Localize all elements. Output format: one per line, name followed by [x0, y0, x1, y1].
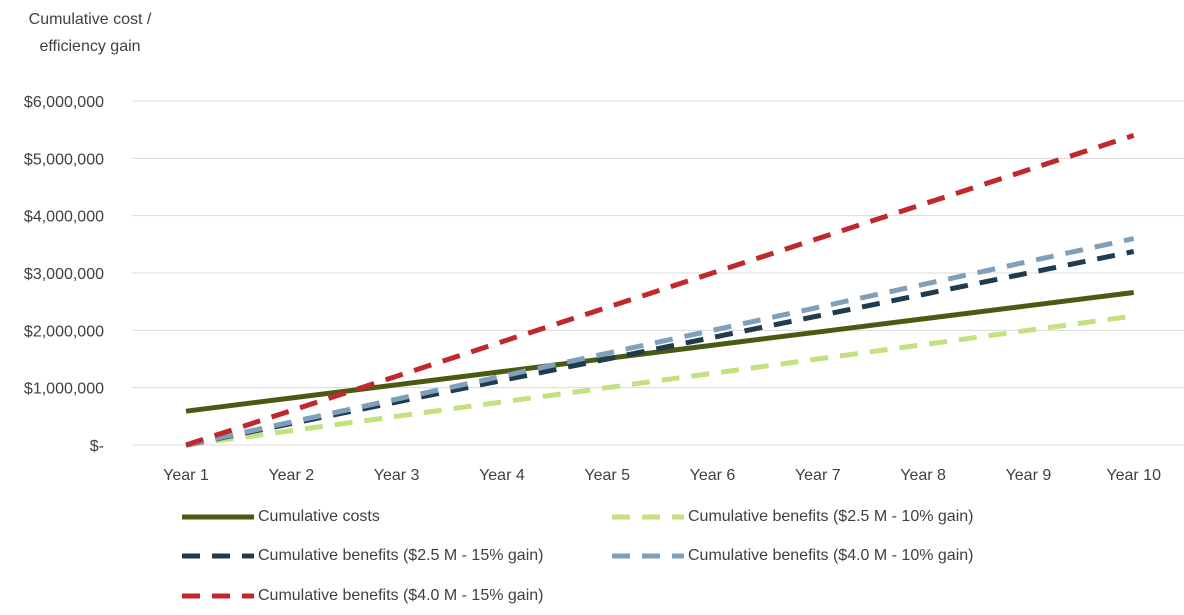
- y-axis-title-line-1: Cumulative cost /: [28, 11, 152, 28]
- legend-label: Cumulative costs: [258, 508, 380, 525]
- series-line-5: [185, 133, 1135, 448]
- legend-swatch: [182, 593, 254, 599]
- series-line-4: [185, 236, 1135, 448]
- legend-item-3: Cumulative benefits ($2.5 M - 15% gain): [182, 546, 543, 566]
- x-tick-label: Year 2: [268, 467, 314, 484]
- legend-label: Cumulative benefits ($4.0 M - 10% gain): [688, 547, 974, 564]
- series-line-1: [185, 290, 1135, 414]
- legend-swatch: [612, 553, 684, 559]
- series-line-3: [185, 249, 1135, 448]
- y-tick-label: $4,000,000: [24, 209, 104, 226]
- x-tick-label: Year 1: [163, 467, 209, 484]
- x-tick-label: Year 5: [584, 467, 630, 484]
- legend-label: Cumulative benefits ($2.5 M - 15% gain): [258, 547, 544, 564]
- y-axis-title: Cumulative cost / efficiency gain: [0, 6, 180, 60]
- gridlines: [132, 100, 1184, 446]
- x-tick-label: Year 9: [1006, 467, 1052, 484]
- x-tick-label: Year 6: [690, 467, 736, 484]
- legend-label: Cumulative benefits ($4.0 M - 15% gain): [258, 587, 544, 604]
- series-line-2: [185, 313, 1135, 448]
- y-tick-label: $3,000,000: [24, 266, 104, 283]
- y-tick-label: $6,000,000: [24, 94, 104, 111]
- legend-label: Cumulative benefits ($2.5 M - 10% gain): [688, 508, 974, 525]
- x-tick-label: Year 8: [900, 467, 946, 484]
- y-tick-label: $5,000,000: [24, 151, 104, 168]
- legend-item-2: Cumulative benefits ($2.5 M - 10% gain): [612, 507, 973, 527]
- y-tick-label: $2,000,000: [24, 323, 104, 340]
- legend-swatch: [182, 514, 254, 520]
- legend-item-4: Cumulative benefits ($4.0 M - 10% gain): [612, 546, 973, 566]
- y-tick-labels: $- $1,000,000 $2,000,000 $3,000,000 $4,000,0…: [24, 94, 104, 455]
- x-tick-label: Year 4: [479, 467, 525, 484]
- legend-swatch: [612, 514, 684, 520]
- legend-item-1: Cumulative costs: [182, 507, 380, 527]
- x-tick-label: Year 7: [795, 467, 841, 484]
- series-lines: [185, 133, 1135, 448]
- y-tick-label: $-: [90, 438, 104, 455]
- x-tick-label: Year 10: [1106, 467, 1161, 484]
- legend-swatch: [182, 553, 254, 559]
- y-tick-label: $1,000,000: [24, 381, 104, 398]
- y-axis-title-line-2: efficiency gain: [39, 38, 141, 55]
- legend-item-5: Cumulative benefits ($4.0 M - 15% gain): [182, 586, 543, 606]
- x-tick-labels: Year 1 Year 2 Year 3 Year 4 Year 5 Year 6 Year…: [163, 467, 1161, 484]
- x-tick-label: Year 3: [374, 467, 420, 484]
